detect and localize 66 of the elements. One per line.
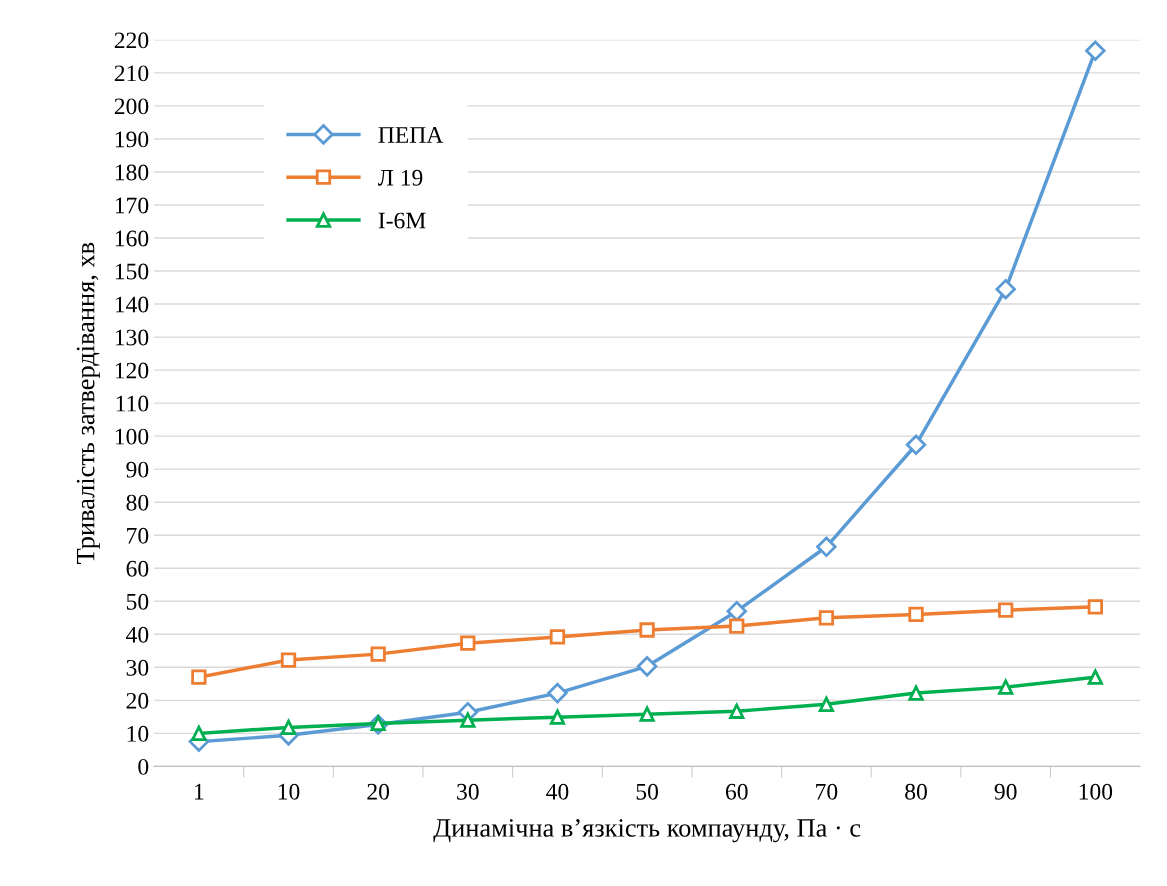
y-tick-label: 140 <box>115 296 149 313</box>
point <box>729 618 745 634</box>
point <box>818 610 835 626</box>
y-tick-label: 210 <box>114 65 149 82</box>
y-tick-label: 190 <box>115 131 149 148</box>
point <box>908 606 924 623</box>
y-tick-label: 70 <box>127 527 149 544</box>
point <box>549 707 566 725</box>
point <box>549 629 566 645</box>
x-tick-label: 30 <box>457 783 479 800</box>
y-tick-label: 100 <box>115 428 149 445</box>
y-tick-label: 40 <box>126 626 149 643</box>
y-tick-label: 80 <box>126 494 149 511</box>
y-axis-title: Тривалість затвердівання, хв <box>76 242 100 564</box>
point <box>191 669 207 685</box>
point <box>459 710 477 728</box>
x-tick-label: 50 <box>636 783 659 800</box>
y-tick-label: 90 <box>126 461 149 478</box>
legend-label: ПЕПА <box>378 127 444 143</box>
point <box>729 703 745 719</box>
y-tick-label: 110 <box>116 395 149 412</box>
point <box>280 652 297 668</box>
x-tick-label: 1 <box>195 783 204 800</box>
point <box>191 725 207 742</box>
y-tick-label: 60 <box>126 560 149 577</box>
y-tick-label: 120 <box>115 362 149 379</box>
point <box>816 536 837 558</box>
point <box>1087 667 1104 685</box>
x-tick-label: 70 <box>816 783 838 800</box>
y-tick-label: 180 <box>115 164 149 181</box>
point <box>905 434 927 455</box>
x-tick-label: 100 <box>1079 783 1113 800</box>
x-tick-label: 10 <box>278 783 300 800</box>
y-tick-label: 30 <box>126 659 149 676</box>
y-tick-label: 160 <box>115 230 149 247</box>
y-tick-label: 170 <box>115 197 149 214</box>
x-axis-title: Динамічна в’язкість компаунду, Па · с <box>433 819 861 843</box>
y-tick-label: 150 <box>115 263 149 280</box>
x-tick-label: 90 <box>994 783 1017 800</box>
legend-label: Л 19 <box>378 169 423 186</box>
x-tick-label: 60 <box>725 783 748 800</box>
point <box>908 685 924 701</box>
point <box>460 635 476 651</box>
point <box>638 704 656 722</box>
point <box>818 696 835 712</box>
y-tick-label: 200 <box>114 98 149 115</box>
y-tick-label: 20 <box>126 692 149 709</box>
point <box>370 646 386 662</box>
y-tick-label: 130 <box>115 329 149 346</box>
point <box>995 278 1016 300</box>
point <box>998 602 1014 618</box>
y-tick-label: 220 <box>114 32 149 49</box>
point <box>547 682 568 704</box>
x-tick-label: 20 <box>367 783 390 800</box>
y-tick-label: 10 <box>127 725 149 742</box>
point <box>280 719 297 736</box>
point <box>998 679 1014 695</box>
point <box>1087 599 1103 615</box>
x-tick-label: 40 <box>546 783 569 800</box>
y-tick-label: 50 <box>126 593 149 610</box>
point <box>1085 40 1106 61</box>
x-tick-label: 80 <box>905 783 927 800</box>
point <box>639 622 655 638</box>
y-tick-label: 0 <box>138 758 149 775</box>
legend-label: І-6М <box>378 212 426 229</box>
point <box>636 656 658 677</box>
